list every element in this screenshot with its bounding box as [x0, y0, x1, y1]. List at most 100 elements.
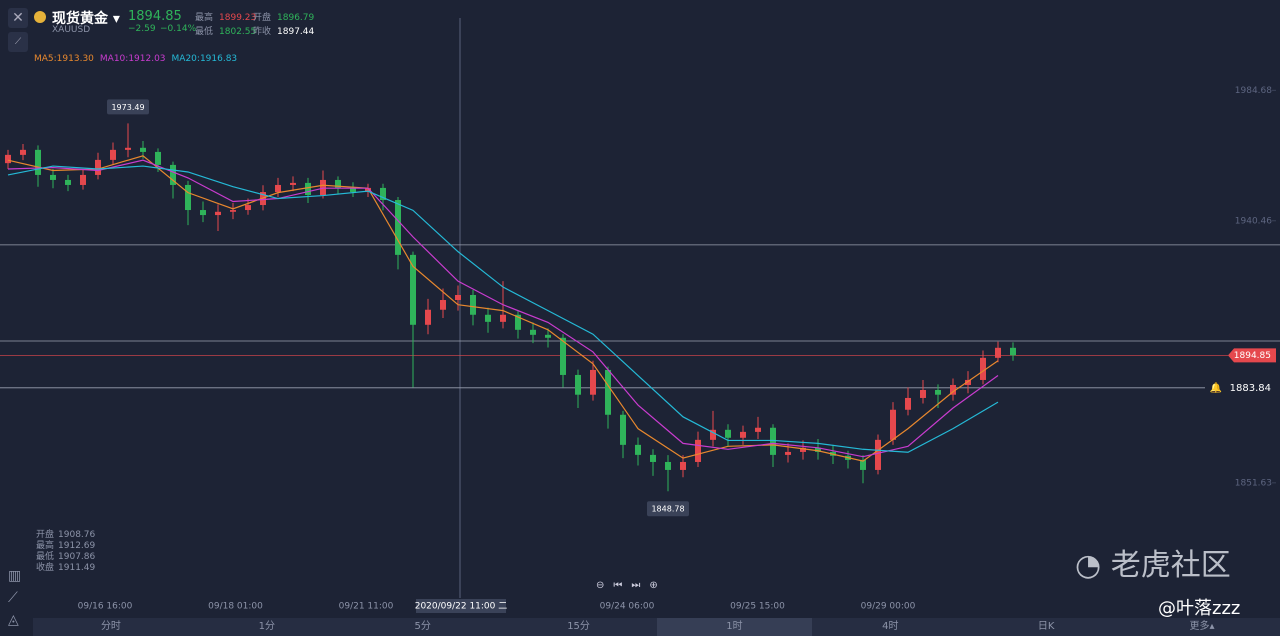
candle-body: [395, 200, 401, 255]
legend-entry: MA10:1912.03: [99, 54, 166, 64]
candle-body: [950, 384, 956, 395]
watermark-text: 老虎社区: [1110, 548, 1231, 583]
stat-value: 1896.79: [277, 13, 315, 23]
ohlc-label: 收盘: [36, 563, 55, 573]
ma-line: [7, 155, 999, 462]
candle-body: [215, 211, 221, 216]
candle-body: [650, 454, 656, 462]
stat: 最低 1802.55: [195, 24, 256, 37]
close-button[interactable]: ✕: [8, 8, 28, 28]
ohlc-value: 1908.76: [58, 530, 96, 540]
candle-body: [725, 429, 731, 438]
y-tick-label: 1984.68: [1235, 86, 1272, 96]
candle-body: [740, 431, 746, 438]
candle-body: [635, 444, 641, 455]
candle-body: [380, 187, 386, 201]
change: −2.59: [128, 24, 156, 34]
last-price-label: 1894.85: [1234, 351, 1271, 361]
ohlc-row: 开盘 1908.76: [36, 530, 95, 541]
interval-tab[interactable]: 分时: [100, 621, 121, 632]
candle-body: [80, 174, 86, 185]
stat-value: 1899.23: [219, 13, 257, 23]
candle-body: [95, 159, 101, 175]
interval-tab[interactable]: 4时: [882, 621, 899, 632]
ohlc-label: 最低: [36, 552, 55, 562]
x-tick-label: 09/24 06:00: [600, 602, 655, 612]
candle-body: [125, 147, 131, 150]
x-tick-label: 09/16 16:00: [78, 602, 133, 612]
interval-tab[interactable]: 日K: [1037, 621, 1055, 632]
interval-tab[interactable]: 1时: [656, 618, 813, 636]
ohlc-label: 开盘: [36, 530, 55, 540]
candle-body: [800, 447, 806, 452]
candle-body: [320, 179, 326, 195]
candle-body: [425, 309, 431, 325]
left-tools[interactable]: ▥ ⟋ ◬: [8, 568, 22, 628]
candle-body: [110, 149, 116, 160]
candle-body: [665, 461, 671, 470]
candle-body: [980, 357, 986, 380]
low-box: [647, 501, 689, 517]
candle-body: [785, 451, 791, 455]
candle-body: [245, 205, 251, 211]
candle-body: [545, 334, 551, 338]
candle-body: [140, 147, 146, 152]
ohlc-row: 最低 1907.86: [36, 552, 95, 563]
x-tick-label: 09/29 00:00: [861, 602, 916, 612]
interval-tab[interactable]: 5分: [414, 621, 431, 632]
interval-tab[interactable]: 更多▴: [1189, 621, 1215, 632]
ohlc-value: 1912.69: [58, 541, 96, 551]
ohlc-label: 最高: [36, 541, 55, 551]
ohlc-row: 收盘 1911.49: [36, 563, 95, 574]
candle-body: [605, 369, 611, 415]
candle-body: [290, 182, 296, 185]
candle-body: [170, 164, 176, 185]
y-tick-label: 1851.63: [1235, 478, 1272, 488]
candle-body: [560, 337, 566, 375]
candle-body: [815, 447, 821, 452]
stat-value: 1802.55: [219, 27, 257, 37]
candle-body: [575, 374, 581, 395]
stat-label: 最高: [195, 13, 214, 23]
last-price-tag: [1228, 348, 1276, 363]
candle-body: [1010, 347, 1016, 356]
stat-label: 开盘: [253, 13, 272, 23]
symbol: XAUUSD: [52, 25, 91, 35]
candle-body: [515, 314, 521, 330]
candle-body: [695, 439, 701, 462]
gold-icon: [34, 11, 46, 23]
draw-tool[interactable]: ⟋: [8, 32, 28, 52]
zoom-controls[interactable]: ⊖⏮⏭⊕: [596, 580, 667, 591]
ohlc-value: 1911.49: [58, 563, 96, 573]
candle-body: [440, 300, 446, 310]
x-tick-label: 09/18 01:00: [208, 602, 263, 612]
ohlc-row: 最高 1912.69: [36, 541, 95, 552]
candle-body: [905, 397, 911, 410]
stat: 开盘 1896.79: [253, 10, 314, 23]
candle-body: [875, 439, 881, 470]
symbol-name[interactable]: 现货黄金 ▾: [52, 11, 120, 27]
ohlc-info: 开盘 1908.76 最高 1912.69 最低 1907.86 收盘 1911.49: [36, 530, 95, 574]
candle-body: [230, 210, 236, 212]
interval-tab[interactable]: 15分: [567, 621, 590, 632]
candle-body: [470, 295, 476, 315]
alert-label: 1883.84: [1230, 383, 1271, 394]
candle-body: [5, 154, 11, 164]
stat-label: 昨收: [253, 27, 272, 37]
candle-body: [335, 179, 341, 188]
candle-body: [680, 461, 686, 470]
candle-body: [155, 151, 161, 165]
stat-label: 最低: [195, 27, 214, 37]
candle-body: [890, 409, 896, 440]
stat: 昨收 1897.44: [253, 24, 314, 37]
alert-icon: 🔔: [1210, 382, 1222, 394]
interval-tab[interactable]: 1分: [258, 621, 275, 632]
candle-body: [275, 184, 281, 193]
low-label: 1848.78: [651, 505, 684, 514]
high-box: [107, 99, 149, 115]
candle-body: [935, 389, 941, 395]
price: 1894.85: [128, 9, 182, 24]
candle-body: [200, 210, 206, 216]
